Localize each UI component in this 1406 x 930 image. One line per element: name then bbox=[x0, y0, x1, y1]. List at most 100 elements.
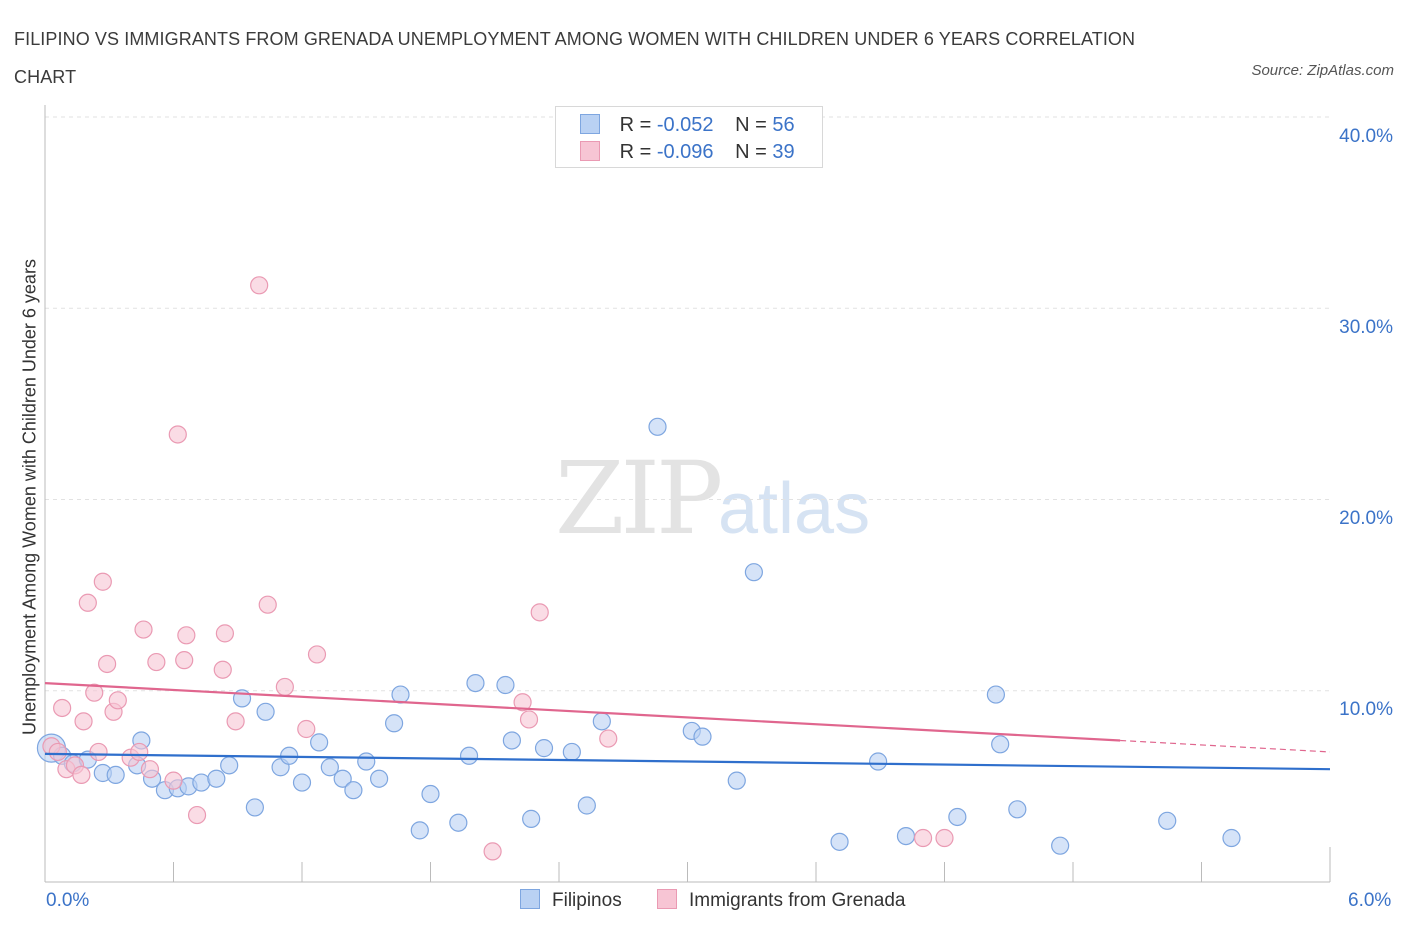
legend-n-value: 39 bbox=[772, 141, 795, 163]
y-axis-label: Unemployment Among Women with Children U… bbox=[19, 259, 40, 735]
filipinos-point bbox=[459, 746, 479, 765]
legend-n-label: N = bbox=[735, 141, 767, 163]
grenada-point bbox=[226, 712, 245, 731]
y-tick-label-40: 40.0% bbox=[1339, 126, 1393, 147]
y-tick-label-20: 20.0% bbox=[1339, 508, 1393, 529]
grenada-point bbox=[168, 425, 187, 444]
filipinos-point bbox=[948, 807, 967, 827]
grenada-point bbox=[935, 828, 954, 848]
grenada-swatch bbox=[580, 141, 600, 161]
filipinos-point bbox=[727, 771, 746, 790]
y-tick-label-30: 30.0% bbox=[1339, 317, 1393, 338]
grenada-point bbox=[513, 693, 532, 712]
legend-item-grenada: Immigrants from Grenada bbox=[657, 889, 905, 912]
grenada-point bbox=[78, 593, 97, 612]
filipinos-point bbox=[245, 798, 264, 817]
x-tick-label-min: 0.0% bbox=[46, 890, 90, 911]
grenada-point bbox=[297, 719, 316, 739]
grenada-point bbox=[89, 742, 108, 762]
filipinos-point bbox=[207, 769, 226, 788]
filipinos-point bbox=[106, 765, 125, 785]
legend-row-filipinos: R = -0.052 N = 56 bbox=[580, 112, 795, 138]
watermark-atlas: atlas bbox=[718, 469, 871, 549]
filipinos-point bbox=[391, 685, 410, 704]
filipinos-point bbox=[1158, 811, 1177, 830]
grenada-point bbox=[72, 765, 91, 785]
grenada-point bbox=[74, 712, 93, 731]
grenada-point bbox=[213, 660, 232, 679]
grenada-legend-swatch bbox=[657, 889, 677, 909]
grenada-point bbox=[98, 654, 117, 674]
filipinos-point bbox=[562, 742, 581, 762]
grenada-trend-line bbox=[44, 682, 1121, 742]
filipinos-point bbox=[220, 756, 239, 775]
grenada-point bbox=[913, 828, 933, 848]
filipinos-point bbox=[292, 773, 312, 792]
filipinos-trend-line bbox=[44, 752, 1331, 771]
filipinos-point bbox=[344, 781, 363, 800]
grenada-trend-extension bbox=[1120, 739, 1331, 753]
filipinos-point bbox=[256, 702, 275, 721]
grenada-point bbox=[530, 603, 549, 622]
y-tick-label-10: 10.0% bbox=[1339, 699, 1393, 720]
legend-r-value: -0.052 bbox=[656, 114, 714, 136]
filipinos-point bbox=[449, 813, 468, 832]
filipinos-point bbox=[502, 731, 521, 750]
filipinos-point bbox=[333, 769, 352, 788]
legend-n-value: 56 bbox=[772, 114, 795, 136]
correlation-legend: R = -0.052 N = 56 R = -0.096 N = 39 bbox=[555, 106, 823, 168]
watermark-zip: ZIP bbox=[555, 440, 723, 557]
filipinos-point bbox=[1051, 836, 1070, 855]
x-tick-label-max: 6.0% bbox=[1348, 890, 1392, 911]
grenada-point bbox=[258, 595, 277, 614]
filipinos-point bbox=[991, 735, 1010, 754]
grenada-point bbox=[187, 805, 207, 825]
legend-r-value: -0.096 bbox=[656, 141, 714, 163]
filipinos-point bbox=[577, 796, 596, 815]
legend-row-grenada: R = -0.096 N = 39 bbox=[580, 139, 795, 165]
legend-r-label: R = bbox=[619, 114, 652, 136]
filipinos-point bbox=[830, 832, 849, 851]
filipinos-point bbox=[370, 769, 389, 788]
grenada-point bbox=[215, 624, 234, 643]
grenada-point bbox=[108, 691, 127, 710]
filipinos-point bbox=[496, 675, 515, 695]
grenada-point bbox=[519, 710, 539, 729]
grenada-point bbox=[175, 651, 194, 670]
grenada-point bbox=[164, 771, 183, 790]
filipinos-point bbox=[693, 727, 712, 746]
source-label: Source: ZipAtlas.com bbox=[1251, 62, 1394, 79]
filipinos-point bbox=[522, 809, 541, 828]
grenada-point bbox=[147, 652, 166, 672]
grenada-point bbox=[130, 742, 149, 762]
grenada-point bbox=[275, 677, 294, 697]
filipinos-point bbox=[986, 685, 1006, 704]
chart-title: FILIPINO VS IMMIGRANTS FROM GRENADA UNEM… bbox=[14, 29, 1136, 87]
grenada-point bbox=[483, 842, 502, 861]
filipinos-point bbox=[310, 733, 329, 752]
grenada-point bbox=[250, 276, 269, 295]
filipinos-point bbox=[384, 714, 404, 733]
filipinos-legend-swatch bbox=[520, 889, 540, 909]
grenada-point bbox=[307, 645, 327, 664]
filipinos-point bbox=[869, 752, 888, 771]
filipinos-point bbox=[1222, 828, 1241, 848]
filipinos-point bbox=[320, 758, 339, 777]
grenada-legend-label: Immigrants from Grenada bbox=[689, 890, 906, 911]
filipinos-point bbox=[648, 417, 667, 436]
filipinos-point bbox=[592, 712, 611, 731]
filipinos-legend-label: Filipinos bbox=[552, 890, 622, 911]
grenada-point bbox=[48, 742, 67, 762]
legend-n-label: N = bbox=[735, 114, 767, 136]
filipinos-point bbox=[410, 821, 429, 840]
legend-item-filipinos: Filipinos bbox=[520, 889, 622, 912]
legend-r-label: R = bbox=[619, 141, 652, 163]
grenada-point bbox=[93, 572, 112, 591]
filipinos-point bbox=[896, 826, 916, 846]
filipinos-point bbox=[534, 739, 554, 758]
filipinos-point bbox=[1008, 800, 1027, 819]
filipinos-swatch bbox=[580, 114, 600, 134]
grenada-point bbox=[134, 620, 153, 639]
grenada-point bbox=[53, 698, 72, 718]
grenada-point bbox=[85, 683, 104, 702]
